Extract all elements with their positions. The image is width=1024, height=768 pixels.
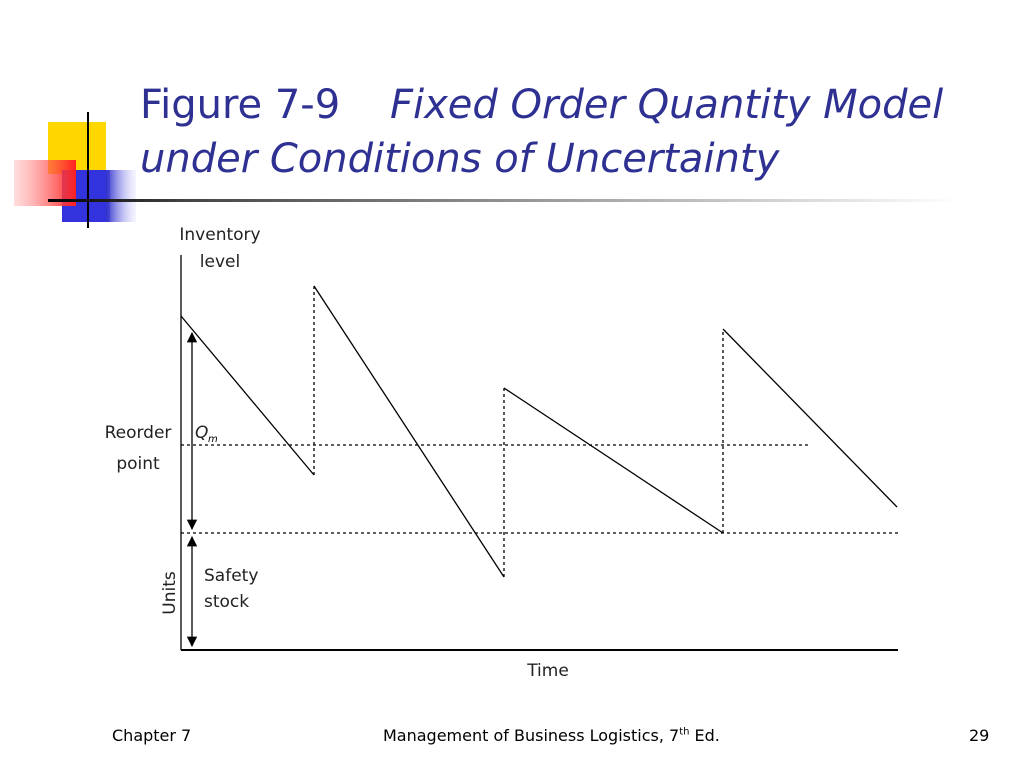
- footer-left: Chapter 7: [112, 726, 192, 745]
- safety-label: Safety: [204, 566, 258, 586]
- q-label: Q: [195, 423, 208, 443]
- page-number: 29: [969, 726, 990, 745]
- units-label: Units: [160, 571, 180, 615]
- y-label: Inventory: [179, 225, 260, 245]
- footer-center: Management of Business Logistics, 7th Ed.: [383, 726, 720, 745]
- footer-sup: th: [679, 726, 690, 738]
- logo: [14, 112, 136, 228]
- reorder-label: Reorder: [105, 423, 172, 443]
- title-line: Fixed Order Quantity Model: [390, 82, 943, 128]
- q-subscript: m: [208, 434, 218, 445]
- figure-number: Figure 7-9: [140, 82, 340, 128]
- footer-text: Ed.: [694, 726, 720, 745]
- y-label: level: [200, 252, 240, 272]
- title-line: under Conditions of Uncertainty: [140, 136, 781, 182]
- reorder-label: point: [116, 454, 160, 474]
- safety-label: stock: [204, 592, 249, 612]
- title-rule: [48, 199, 960, 202]
- footer-text: Management of Business Logistics, 7: [383, 726, 680, 745]
- diagram: [180, 255, 898, 651]
- x-label: Time: [526, 661, 569, 681]
